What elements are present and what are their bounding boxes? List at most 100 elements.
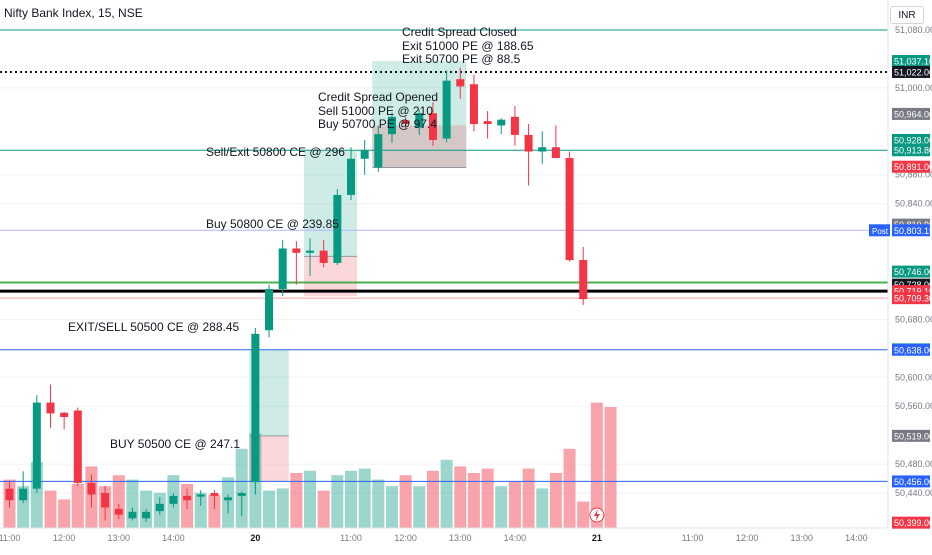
volume-bar bbox=[577, 501, 590, 528]
volume-bar bbox=[345, 470, 357, 528]
candle-body bbox=[579, 260, 588, 300]
price-label-bg bbox=[892, 65, 930, 78]
x-tick-label: 13:00 bbox=[449, 533, 472, 543]
annotation-text: Buy 50700 PE @ 97.4 bbox=[318, 117, 437, 131]
price-label-bg bbox=[892, 265, 930, 278]
y-tick-label: 50,480.00 bbox=[895, 459, 932, 469]
position-loss-zone bbox=[304, 256, 357, 297]
candle-body bbox=[251, 333, 260, 483]
volume-bar bbox=[372, 479, 385, 528]
candle-body bbox=[210, 493, 219, 496]
volume-bar bbox=[522, 468, 535, 528]
volume-bar bbox=[317, 490, 330, 528]
price-tag-bg bbox=[869, 224, 890, 237]
price-axis: 50,440.00 50,480.00 50,560.00 50,600.00 50,6… bbox=[869, 0, 932, 529]
annotation-text: Exit 51000 PE @ 188.65 bbox=[402, 39, 534, 53]
candle-body bbox=[101, 493, 110, 508]
candle-body bbox=[32, 402, 41, 489]
volume-bar bbox=[563, 448, 576, 528]
candle-body bbox=[155, 503, 164, 512]
price-label: 50,913.80 bbox=[894, 146, 932, 156]
candle-body bbox=[128, 511, 137, 519]
x-tick-label: 13:00 bbox=[791, 533, 814, 543]
price-label: 50,519.00 bbox=[894, 431, 932, 441]
candle-body bbox=[524, 134, 533, 152]
volume-bar bbox=[481, 468, 494, 528]
x-tick-label: 20 bbox=[250, 533, 260, 543]
candle-body bbox=[60, 412, 69, 418]
x-tick-label: 13:00 bbox=[108, 533, 131, 543]
candles bbox=[5, 67, 588, 522]
price-label-bg bbox=[892, 292, 930, 305]
volume-bar bbox=[426, 470, 439, 528]
candle-body bbox=[469, 84, 478, 125]
candle-body bbox=[183, 495, 192, 501]
annotation-text: Exit 50700 PE @ 88.5 bbox=[402, 52, 521, 66]
candle-body bbox=[428, 113, 437, 140]
volume-bar bbox=[235, 448, 248, 528]
currency-button[interactable]: INR bbox=[890, 6, 924, 24]
x-tick-label: 12:00 bbox=[394, 533, 417, 543]
candle-body bbox=[196, 494, 205, 497]
y-tick-label: 50,880.00 bbox=[895, 170, 932, 180]
volume-bar bbox=[549, 473, 562, 528]
annotation-text: EXIT/SELL 50500 CE @ 288.45 bbox=[68, 320, 240, 334]
x-tick-label: 14:00 bbox=[504, 533, 527, 543]
volume-bar bbox=[467, 473, 480, 528]
candle-body bbox=[278, 248, 287, 289]
y-tick-label: 50,440.00 bbox=[895, 488, 932, 498]
price-label: 51,037.10 bbox=[894, 57, 932, 67]
candle-body bbox=[306, 250, 315, 253]
price-label: 51,022.00 bbox=[894, 67, 932, 77]
candle-body bbox=[114, 508, 123, 515]
candle-body bbox=[347, 158, 355, 195]
y-tick-label: 50,680.00 bbox=[895, 314, 932, 324]
y-tick-label: 50,840.00 bbox=[895, 199, 932, 209]
candle-body bbox=[19, 488, 28, 501]
volume-bar bbox=[440, 459, 453, 528]
price-label: 50,638.00 bbox=[894, 345, 932, 355]
flash-icon-glyph bbox=[593, 509, 600, 521]
candle-body bbox=[538, 147, 547, 152]
candle-body bbox=[265, 288, 274, 331]
x-tick-label: 12:00 bbox=[53, 533, 76, 543]
volume-bar bbox=[290, 473, 303, 528]
volume-bars bbox=[3, 402, 617, 528]
volume-bar bbox=[385, 486, 398, 528]
volume-bar bbox=[304, 470, 317, 528]
price-tag: Post bbox=[872, 227, 889, 236]
volume-bar bbox=[495, 486, 508, 528]
x-tick-label: 11:00 bbox=[0, 533, 20, 543]
volume-bar bbox=[508, 481, 521, 528]
x-tick-label: 12:00 bbox=[736, 533, 759, 543]
candle-body bbox=[87, 482, 96, 495]
annotation-text: Credit Spread Closed bbox=[402, 25, 517, 39]
candle-body bbox=[333, 194, 342, 263]
y-tick-label: 51,000.00 bbox=[895, 83, 932, 93]
candle-body bbox=[169, 495, 178, 504]
x-tick-label: 21 bbox=[592, 533, 602, 543]
price-label-bg bbox=[892, 343, 930, 356]
price-label: 50,456.00 bbox=[894, 477, 932, 487]
price-label: 50,803.15 bbox=[894, 226, 932, 236]
annotation-text: Buy 50800 CE @ 239.85 bbox=[206, 217, 339, 231]
y-tick-label: 51,080.00 bbox=[895, 25, 932, 35]
candle-body bbox=[374, 134, 383, 168]
price-label-bg bbox=[892, 429, 930, 442]
price-label-bg bbox=[892, 55, 930, 68]
x-tick-label: 14:00 bbox=[162, 533, 185, 543]
horizontal-lines bbox=[0, 29, 888, 482]
candle-body bbox=[292, 248, 301, 253]
candle-body bbox=[73, 410, 82, 483]
price-label-bg bbox=[892, 107, 930, 120]
volume-bar bbox=[112, 475, 125, 528]
price-label-bg bbox=[892, 160, 930, 173]
y-tick-label: 50,560.00 bbox=[895, 401, 932, 411]
candle-body bbox=[5, 488, 14, 501]
price-label: 50,399.00 bbox=[894, 518, 932, 528]
volume-bar bbox=[590, 402, 603, 528]
volume-bar bbox=[399, 475, 412, 528]
candle-body bbox=[319, 250, 328, 263]
